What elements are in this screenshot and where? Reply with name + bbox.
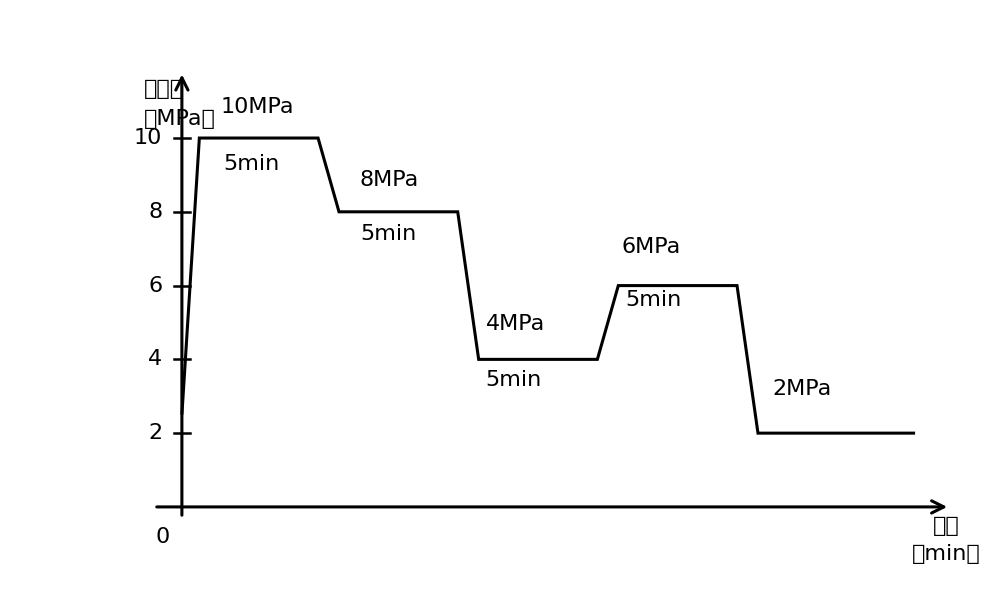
Text: 5min: 5min [360,224,416,244]
Text: 8: 8 [148,202,162,222]
Text: 6MPa: 6MPa [622,237,681,257]
Text: 0: 0 [155,527,169,547]
Text: （MPa）: （MPa） [143,109,215,128]
Text: 8MPa: 8MPa [360,171,419,190]
Text: 5min: 5min [625,290,682,310]
Text: 5min: 5min [224,154,280,174]
Text: 4MPa: 4MPa [486,315,545,334]
Text: 时间: 时间 [933,516,960,536]
Text: 气压值: 气压值 [143,79,184,99]
Text: 10MPa: 10MPa [220,97,294,116]
Text: 6: 6 [148,276,162,296]
Text: 5min: 5min [486,370,542,390]
Text: 4: 4 [148,349,162,370]
Text: 2MPa: 2MPa [772,379,831,399]
Text: 2: 2 [148,423,162,443]
Text: （min）: （min） [912,544,981,564]
Text: 10: 10 [134,128,162,148]
